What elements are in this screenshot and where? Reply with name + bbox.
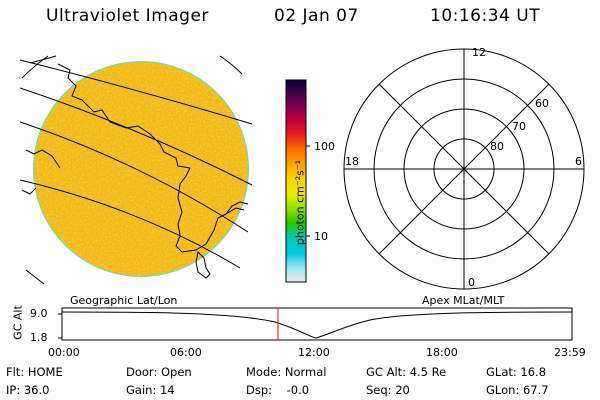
ip-value: IP: 36.0 — [6, 383, 50, 397]
date-label: 02 Jan 07 — [274, 6, 359, 26]
grid-line — [20, 59, 253, 125]
grid-line — [20, 87, 253, 186]
flight-status: Flt: HOME — [6, 365, 63, 379]
apex-projection-label: Apex MLat/MLT — [422, 294, 505, 307]
polar-label-6: 6 — [575, 155, 582, 168]
altitude-plot — [58, 307, 573, 341]
dsp-value: Dsp: -0.0 — [246, 383, 310, 397]
coastline — [225, 201, 249, 215]
mode-status: Mode: Normal — [246, 365, 327, 379]
polar-ring-label-60: 60 — [535, 97, 549, 110]
time-tick-2359: 23:59 — [554, 346, 586, 359]
earth-disk-image — [33, 61, 249, 277]
geographic-latitude: GLat: 16.8 — [486, 365, 547, 379]
grid-line — [219, 55, 243, 75]
colorbar-tick-10: 10 — [314, 230, 328, 243]
grid-line — [21, 55, 49, 79]
time-tick-1800: 18:00 — [426, 346, 458, 359]
coastline — [21, 187, 37, 195]
map-overlay — [20, 55, 253, 285]
time-tick-1200: 12:00 — [298, 346, 330, 359]
polar-label-0: 0 — [468, 276, 475, 289]
polar-grid — [343, 48, 585, 290]
time-label: 10:16:34 UT — [430, 6, 541, 26]
coastline — [175, 167, 245, 253]
island-coastline — [195, 250, 211, 279]
colorbar-tick-100: 100 — [314, 140, 335, 153]
colorbar — [285, 79, 310, 283]
polar-label-18: 18 — [345, 155, 359, 168]
altitude-axis-title: GC Alt — [11, 305, 25, 340]
altitude-y-tick-high: 9.0 — [30, 307, 48, 320]
geographic-projection-label: Geographic Lat/Lon — [70, 294, 178, 307]
sequence-value: Seq: 20 — [366, 383, 410, 397]
polar-diagonal — [378, 83, 550, 255]
grid-line — [25, 269, 45, 285]
altitude-curve — [61, 311, 573, 339]
door-status: Door: Open — [126, 365, 192, 379]
app-title: Ultraviolet Imager — [46, 6, 209, 26]
polar-label-12: 12 — [472, 46, 486, 59]
coastline — [57, 63, 191, 169]
gain-value: Gain: 14 — [126, 383, 175, 397]
colorbar-unit-label: photon cm⁻²s⁻¹ — [293, 159, 307, 246]
altitude-y-tick-low: 1.8 — [30, 331, 48, 344]
gc-altitude-value: GC Alt: 4.5 Re — [366, 365, 447, 379]
grid-line — [20, 179, 241, 269]
time-tick-0600: 06:00 — [170, 346, 202, 359]
geographic-longitude: GLon: 67.7 — [486, 383, 549, 397]
polar-ring-label-80: 80 — [490, 140, 504, 153]
polar-ring-label-70: 70 — [512, 120, 526, 133]
coastline — [25, 149, 61, 169]
grid-line — [20, 121, 249, 233]
time-tick-0000: 00:00 — [48, 346, 80, 359]
